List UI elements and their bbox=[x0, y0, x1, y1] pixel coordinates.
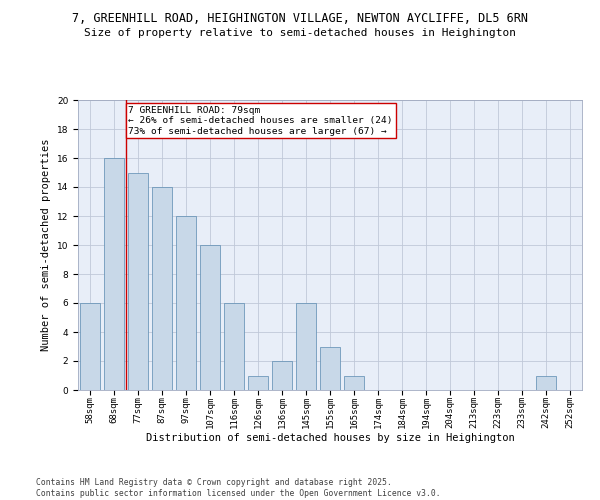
Bar bbox=[128, 172, 148, 390]
Text: 7, GREENHILL ROAD, HEIGHINGTON VILLAGE, NEWTON AYCLIFFE, DL5 6RN: 7, GREENHILL ROAD, HEIGHINGTON VILLAGE, … bbox=[72, 12, 528, 26]
Bar bbox=[248, 376, 268, 390]
Bar bbox=[104, 158, 124, 390]
Bar bbox=[176, 216, 196, 390]
Bar bbox=[152, 187, 172, 390]
Bar bbox=[344, 376, 364, 390]
Y-axis label: Number of semi-detached properties: Number of semi-detached properties bbox=[41, 138, 51, 352]
Bar bbox=[296, 303, 316, 390]
Bar bbox=[320, 346, 340, 390]
Bar bbox=[80, 303, 100, 390]
Bar bbox=[200, 245, 220, 390]
X-axis label: Distribution of semi-detached houses by size in Heighington: Distribution of semi-detached houses by … bbox=[146, 432, 514, 442]
Text: 7 GREENHILL ROAD: 79sqm
← 26% of semi-detached houses are smaller (24)
73% of se: 7 GREENHILL ROAD: 79sqm ← 26% of semi-de… bbox=[128, 106, 393, 136]
Bar bbox=[272, 361, 292, 390]
Text: Size of property relative to semi-detached houses in Heighington: Size of property relative to semi-detach… bbox=[84, 28, 516, 38]
Bar bbox=[224, 303, 244, 390]
Text: Contains HM Land Registry data © Crown copyright and database right 2025.
Contai: Contains HM Land Registry data © Crown c… bbox=[36, 478, 440, 498]
Bar bbox=[536, 376, 556, 390]
